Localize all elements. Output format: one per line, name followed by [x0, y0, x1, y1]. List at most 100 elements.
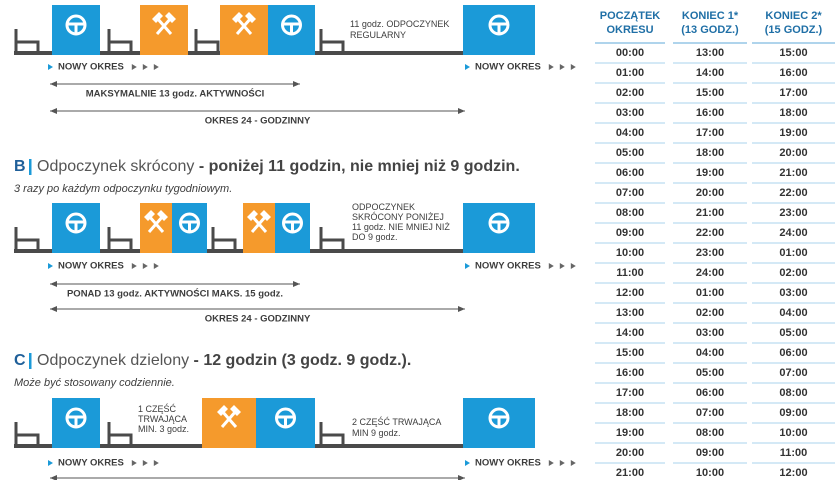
work-block	[243, 203, 275, 253]
wheel-rim	[275, 407, 296, 429]
table-cell: 07:00	[616, 187, 644, 199]
section-subtitle: 3 razy po każdym odpoczynku tygodniowym.	[14, 183, 232, 195]
wheel-rim	[488, 212, 510, 234]
period-marker	[465, 460, 470, 466]
period-arrow	[131, 64, 137, 70]
hammer-heads	[152, 12, 176, 23]
wheel-rim	[179, 212, 200, 234]
note-line: 11 godz. NIE MNIEJ NIŻ	[352, 222, 450, 232]
table-cell: 21:00	[616, 467, 644, 479]
steering-wheel-icon	[65, 212, 87, 234]
steering-wheel-icon	[282, 212, 303, 234]
table-cell: 07:00	[696, 407, 724, 419]
wheel-spokes	[277, 415, 294, 426]
table-cell: 16:00	[616, 367, 644, 379]
section-name: Odpoczynek skrócony	[37, 158, 194, 175]
work-block	[140, 203, 172, 253]
wheel-spokes	[68, 220, 84, 231]
table-cell: 23:00	[696, 247, 724, 259]
table-cell: 08:00	[616, 207, 644, 219]
table-cell: 12:00	[616, 287, 644, 299]
period-arrow	[559, 263, 565, 269]
work-block	[140, 5, 188, 55]
work-block	[220, 5, 268, 55]
table-cell: 02:00	[779, 267, 807, 279]
table-cell: 19:00	[696, 167, 724, 179]
table-cell: 11:00	[616, 267, 644, 279]
bed-icon	[14, 422, 40, 444]
note: ODPOCZYNEK SKRÓCONY PONIŻEJ 11 godz. NIE M…	[352, 202, 450, 242]
table-header: (15 GODZ.)	[765, 24, 823, 36]
wheel-rim	[282, 212, 303, 234]
period-marker	[48, 263, 53, 269]
note: 11 godz. ODPOCZYNEK REGULARNY	[350, 19, 449, 40]
hammers-icon	[247, 210, 271, 233]
table-cell: 10:00	[779, 427, 807, 439]
span-label: MAKSYMALNIE 13 godz. AKTYWNOŚCI	[86, 88, 265, 100]
wheel-spokes	[491, 22, 507, 33]
span-label: OKRES 24 - GODZINNY	[205, 314, 311, 325]
note: 2 CZĘŚĆ TRWAJĄCA MIN 9 godz.	[352, 416, 441, 438]
table-cell: 04:00	[616, 127, 644, 139]
note-line: MIN. 3 godz.	[138, 424, 189, 434]
table-header: KONIEC 1*	[682, 10, 739, 22]
table-cell: 02:00	[696, 307, 724, 319]
table-cell: 00:00	[616, 47, 644, 59]
section-name: Odpoczynek dzielony	[37, 352, 189, 369]
steering-wheel-icon	[488, 212, 510, 234]
table-cell: 17:00	[616, 387, 644, 399]
table-cell: 04:00	[696, 347, 724, 359]
table-cell: 08:00	[779, 387, 807, 399]
table-cell: 07:00	[779, 367, 807, 379]
new-period-label: NOWY OKRES	[475, 458, 541, 469]
table-cell: 10:00	[696, 467, 724, 479]
steering-wheel-icon	[275, 407, 296, 429]
table-cell: 01:00	[696, 287, 724, 299]
period-arrow	[570, 460, 576, 466]
note-line: TRWAJĄCA	[138, 414, 187, 424]
bed-icon	[319, 29, 345, 51]
period-arrow	[142, 263, 148, 269]
table-cell: 01:00	[779, 247, 807, 259]
table-cell: 21:00	[779, 167, 807, 179]
period-arrow	[153, 460, 159, 466]
table-cell: 13:00	[616, 307, 644, 319]
hammer-handles	[220, 410, 238, 428]
table-cell: 11:00	[780, 447, 808, 459]
period-arrow	[570, 64, 576, 70]
wheel-rim	[65, 212, 87, 234]
hammers-icon	[144, 210, 168, 233]
table-cell: 24:00	[696, 267, 724, 279]
wheel-spokes	[491, 415, 507, 426]
hammer-handles	[155, 17, 173, 35]
table-cell: 06:00	[779, 347, 807, 359]
period-arrow	[548, 263, 554, 269]
steering-wheel-icon	[179, 212, 200, 234]
wheel-spokes	[68, 22, 84, 33]
wheel-spokes	[284, 220, 301, 231]
table-header: OKRESU	[606, 24, 653, 36]
steering-wheel-icon	[65, 407, 87, 429]
note-line: 11 godz. ODPOCZYNEK	[350, 19, 449, 29]
table-cell: 23:00	[779, 207, 807, 219]
steering-wheel-icon	[65, 14, 87, 36]
table-cell: 22:00	[779, 187, 807, 199]
section-letter: C	[14, 352, 26, 369]
table-cell: 13:00	[696, 47, 724, 59]
period-arrow	[559, 460, 565, 466]
period-arrow	[570, 263, 576, 269]
note-line: REGULARNY	[350, 30, 406, 40]
bed-icon	[107, 422, 133, 444]
note-line: DO 9 godz.	[352, 232, 398, 242]
table-cell: 22:00	[696, 227, 724, 239]
note-line: 1 CZĘŚĆ	[138, 403, 177, 414]
work-block	[202, 398, 256, 448]
table-cell: 05:00	[779, 327, 807, 339]
table-cell: 20:00	[616, 447, 644, 459]
table-cell: 09:00	[779, 407, 807, 419]
wheel-rim	[488, 407, 510, 429]
hammer-heads	[217, 405, 241, 416]
note-line: ODPOCZYNEK	[352, 202, 415, 212]
table-cell: 18:00	[616, 407, 644, 419]
